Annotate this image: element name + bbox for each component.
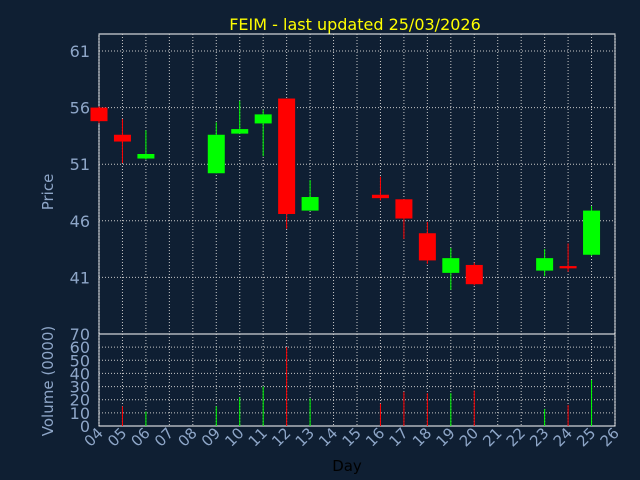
candle-body [254,114,272,124]
day-tick-label: 06 [128,424,154,450]
candle-body [90,107,108,122]
volume-tick-label: 40 [70,364,90,383]
chart-title: FEIM - last updated 25/03/2026 [229,15,481,34]
volume-tick-label: 30 [70,378,90,397]
volume-tick-label: 60 [70,338,90,357]
day-tick-label: 19 [432,424,458,450]
day-tick-label: 25 [573,424,599,450]
candle-body [559,266,577,269]
day-tick-label: 10 [221,424,247,450]
day-ticks: 0405060708091011121314151617181920212223… [81,424,623,450]
price-tick-label: 51 [70,155,90,174]
volume-bars [121,347,593,426]
day-tick-label: 22 [503,424,529,450]
candle-body [418,233,436,261]
grid [98,34,616,426]
candle-body [583,210,601,255]
candle-body [207,134,225,174]
day-tick-label: 08 [174,424,200,450]
day-tick-label: 13 [292,424,318,450]
day-tick-label: 20 [456,424,482,450]
candle-body [137,154,155,159]
candle-body [231,129,249,134]
day-tick-label: 15 [339,424,365,450]
day-tick-label: 26 [597,424,623,450]
price-tick-label: 41 [70,268,90,287]
day-tick-label: 16 [362,424,388,450]
volume-tick-label: 50 [70,351,90,370]
candle-body [536,258,554,271]
candles [90,98,601,290]
day-tick-label: 12 [268,424,294,450]
price-tick-label: 46 [70,212,90,231]
day-tick-label: 09 [198,424,224,450]
price-tick-label: 56 [70,99,90,118]
day-tick-label: 17 [386,424,412,450]
day-tick-label: 07 [151,424,177,450]
day-tick-label: 21 [479,424,505,450]
x-axis-label: Day [332,457,362,475]
day-tick-label: 18 [409,424,435,450]
candle-body [113,134,131,142]
volume-tick-label: 70 [70,325,90,344]
day-tick-label: 23 [526,424,552,450]
candle-body [301,197,319,211]
day-tick-label: 05 [104,424,130,450]
day-tick-label: 11 [245,424,271,450]
candle-body [465,264,483,285]
candle-body [278,98,296,214]
candle-body [371,194,389,199]
volume-tick-label: 10 [70,404,90,423]
volume-tick-label: 0 [80,417,90,436]
price-axis-label: Price [39,174,57,211]
day-tick-label: 14 [315,424,341,450]
candle-body [395,199,413,219]
volume-tick-label: 20 [70,391,90,410]
day-tick-label: 24 [550,424,576,450]
price-tick-label: 61 [70,42,90,61]
candle-body [442,258,460,273]
price-ticks: 41 46 51 56 61 [70,42,90,287]
volume-axis-label: Volume (0000) [39,326,57,436]
